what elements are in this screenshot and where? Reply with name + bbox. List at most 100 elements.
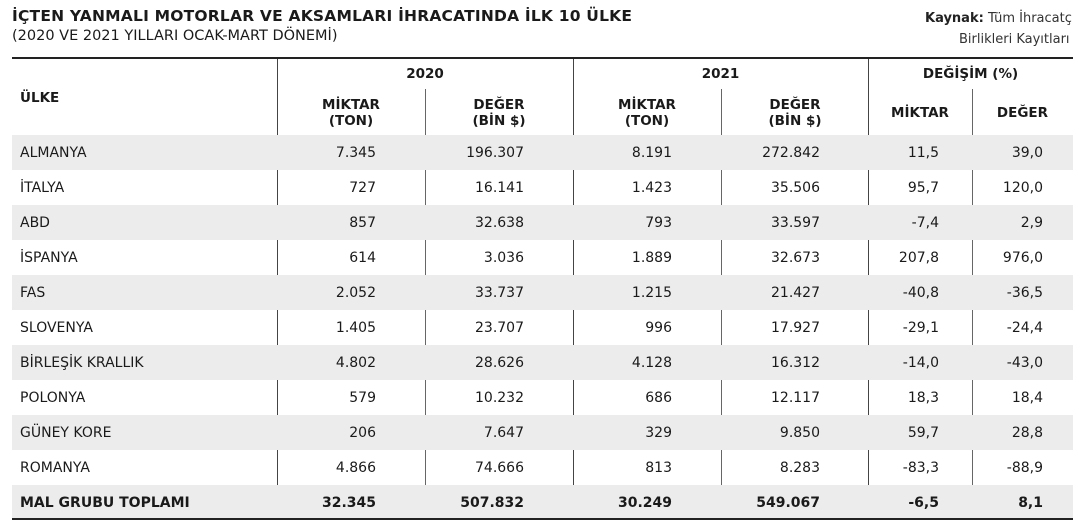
column-header-2020: 2020 xyxy=(406,66,444,82)
change-qty-cell: -83,3 xyxy=(902,459,939,476)
qty-2020-cell: 614 xyxy=(349,249,376,266)
country-cell: ALMANYA xyxy=(12,135,277,170)
header-2020-val: DEĞER (BİN $) xyxy=(454,97,544,129)
value-2020-cell: 3.036 xyxy=(483,249,524,266)
country-cell: GÜNEY KORE xyxy=(12,415,277,450)
qty-2020-cell: 206 xyxy=(277,415,425,450)
change-value-cell: 976,0 xyxy=(1002,249,1043,266)
source-label: Kaynak: xyxy=(925,11,984,26)
header-2021-qty-line1: MİKTAR xyxy=(618,97,676,113)
qty-2020-cell: 857 xyxy=(277,205,425,240)
value-2020-cell: 74.666 xyxy=(475,459,524,476)
value-2020-cell: 7.647 xyxy=(425,415,573,450)
change-qty-cell: -7,4 xyxy=(868,205,972,240)
table-row: İSPANYA 614 3.036 1.889 32.673 207,8 976,0 xyxy=(12,240,1073,275)
change-value-cell: -88,9 xyxy=(1006,459,1043,476)
value-2021-cell: 35.506 xyxy=(771,179,820,196)
qty-2021-cell: 30.249 xyxy=(573,485,721,520)
source-text-line2: Birlikleri Kayıtları xyxy=(959,32,1070,47)
value-2021-cell: 16.312 xyxy=(721,345,868,380)
country-cell: MAL GRUBU TOPLAMI xyxy=(12,485,277,520)
header-2020-val-line2: (BİN $) xyxy=(472,113,526,129)
qty-2021-cell: 1.423 xyxy=(631,179,672,196)
change-qty-cell: -40,8 xyxy=(868,275,972,310)
header-2020-qty-line1: MİKTAR xyxy=(322,97,380,113)
qty-2021-cell: 4.128 xyxy=(573,345,721,380)
column-header-change: DEĞİŞİM (%) xyxy=(922,66,1019,82)
header-2020-val-line1: DEĞER xyxy=(473,97,525,113)
header-change-val: DEĞER xyxy=(996,105,1049,121)
table-title: İÇTEN YANMALI MOTORLAR VE AKSAMLARI İHRA… xyxy=(12,7,633,25)
change-qty-cell: 207,8 xyxy=(898,249,939,266)
country-cell: İTALYA xyxy=(20,179,65,196)
change-value-cell: 18,4 xyxy=(1011,389,1043,406)
value-2021-cell: 272.842 xyxy=(721,135,868,170)
qty-2020-cell: 32.345 xyxy=(277,485,425,520)
change-value-cell: 2,9 xyxy=(972,205,1073,240)
change-qty-cell: 95,7 xyxy=(907,179,939,196)
table-row: ABD 857 32.638 793 33.597 -7,4 2,9 xyxy=(12,205,1073,240)
value-2021-cell: 33.597 xyxy=(721,205,868,240)
bottom-rule xyxy=(12,518,1073,520)
value-2021-cell: 21.427 xyxy=(721,275,868,310)
change-value-cell: -36,5 xyxy=(972,275,1073,310)
qty-2021-cell: 813 xyxy=(645,459,672,476)
qty-2021-cell: 1.215 xyxy=(573,275,721,310)
table-row: BİRLEŞİK KRALLIK 4.802 28.626 4.128 16.312 -1… xyxy=(12,345,1073,380)
qty-2020-cell: 4.866 xyxy=(335,459,376,476)
qty-2021-cell: 329 xyxy=(573,415,721,450)
country-cell: ROMANYA xyxy=(20,459,90,476)
change-qty-cell: 18,3 xyxy=(907,389,939,406)
value-2021-cell: 9.850 xyxy=(721,415,868,450)
table-row: SLOVENYA 1.405 23.707 996 17.927 -29,1 -24,4 xyxy=(12,310,1073,345)
value-2020-cell: 196.307 xyxy=(425,135,573,170)
source-text-line1: Tüm İhracatç xyxy=(987,11,1072,26)
change-value-cell: -24,4 xyxy=(1006,319,1043,336)
qty-2020-cell: 2.052 xyxy=(277,275,425,310)
country-cell: İSPANYA xyxy=(20,249,78,266)
table-row: ALMANYA 7.345 196.307 8.191 272.842 11,5 39,0 xyxy=(12,135,1073,170)
qty-2021-cell: 1.889 xyxy=(631,249,672,266)
qty-2021-cell: 686 xyxy=(645,389,672,406)
qty-2021-cell: 996 xyxy=(645,319,672,336)
qty-2020-cell: 4.802 xyxy=(277,345,425,380)
table-row: İTALYA 727 16.141 1.423 35.506 95,7 120,0 xyxy=(12,170,1073,205)
change-value-cell: 120,0 xyxy=(1002,179,1043,196)
source-note: Kaynak: Tüm İhracatç Birlikleri Kayıtlar… xyxy=(925,8,1072,50)
table-row: GÜNEY KORE 206 7.647 329 9.850 59,7 28,8 xyxy=(12,415,1073,450)
change-qty-cell: -14,0 xyxy=(868,345,972,380)
change-value-cell: 39,0 xyxy=(972,135,1073,170)
column-header-country: ÜLKE xyxy=(20,90,60,106)
value-2021-cell: 8.283 xyxy=(779,459,820,476)
table-subtitle: (2020 VE 2021 YILLARI OCAK-MART DÖNEMİ) xyxy=(12,28,338,44)
change-value-cell: -43,0 xyxy=(972,345,1073,380)
header-2021-val-line2: (BİN $) xyxy=(768,113,822,129)
change-value-cell: 28,8 xyxy=(972,415,1073,450)
country-cell: BİRLEŞİK KRALLIK xyxy=(12,345,277,380)
country-cell: SLOVENYA xyxy=(20,319,93,336)
header-2021-qty: MİKTAR (TON) xyxy=(602,97,692,129)
country-cell: FAS xyxy=(12,275,277,310)
qty-2020-cell: 579 xyxy=(349,389,376,406)
table-row: ROMANYA 4.866 74.666 813 8.283 -83,3 -88,9 xyxy=(12,450,1073,485)
data-table: ALMANYA 7.345 196.307 8.191 272.842 11,5 39,0 İ… xyxy=(12,135,1073,520)
table-row: FAS 2.052 33.737 1.215 21.427 -40,8 -36,5 xyxy=(12,275,1073,310)
header-change-qty: MİKTAR xyxy=(891,105,949,121)
value-2021-cell: 17.927 xyxy=(771,319,820,336)
header-2020-qty: MİKTAR (TON) xyxy=(306,97,396,129)
change-qty-cell: -6,5 xyxy=(868,485,972,520)
qty-2020-cell: 1.405 xyxy=(335,319,376,336)
change-qty-cell: 11,5 xyxy=(868,135,972,170)
header-2021-val: DEĞER (BİN $) xyxy=(750,97,840,129)
change-qty-cell: -29,1 xyxy=(902,319,939,336)
value-2021-cell: 549.067 xyxy=(721,485,868,520)
qty-2021-cell: 8.191 xyxy=(573,135,721,170)
value-2021-cell: 12.117 xyxy=(771,389,820,406)
table-row: POLONYA 579 10.232 686 12.117 18,3 18,4 xyxy=(12,380,1073,415)
value-2020-cell: 10.232 xyxy=(475,389,524,406)
change-qty-cell: 59,7 xyxy=(868,415,972,450)
value-2020-cell: 507.832 xyxy=(425,485,573,520)
qty-2020-cell: 7.345 xyxy=(277,135,425,170)
country-cell: POLONYA xyxy=(20,389,86,406)
header-2021-qty-line2: (TON) xyxy=(624,113,670,129)
